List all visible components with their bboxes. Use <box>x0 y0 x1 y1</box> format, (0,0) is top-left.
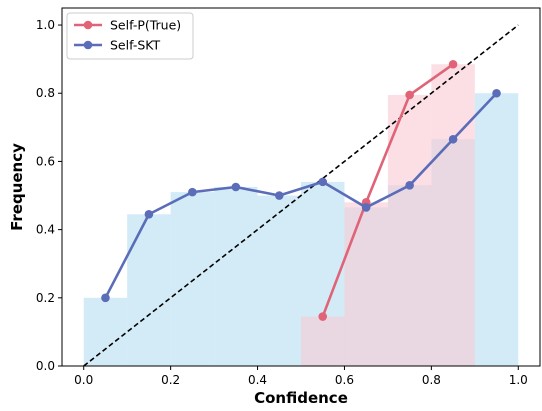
plot-frame <box>61 7 541 367</box>
perfect-calibration-line <box>83 24 519 367</box>
self-skt-point-1 <box>144 209 154 219</box>
self-ptrue-bar-3 <box>431 64 475 366</box>
self-ptrue-legend-label: Self-P(True) <box>110 18 181 33</box>
y-axis-title: Frequency <box>8 143 26 231</box>
self-ptrue-point-0 <box>318 312 328 321</box>
self-skt-point-9 <box>492 88 501 98</box>
self-skt-point-0 <box>101 293 110 303</box>
self-ptrue-line <box>321 63 454 318</box>
self-skt-bar-0 <box>83 297 128 366</box>
x-tick-label-2: 0.4 <box>248 373 267 387</box>
x-tick-label-4: 0.8 <box>422 373 441 387</box>
y-tick-label-1: 0.2 <box>36 291 55 305</box>
y-tick-label-0: 0.0 <box>36 359 55 373</box>
self-skt-point-6 <box>361 203 371 212</box>
self-ptrue-bar-1 <box>344 202 388 366</box>
x-axis-title: Confidence <box>254 389 348 407</box>
legend: Self-P(True) Self-SKT <box>66 12 194 60</box>
y-tick-label-3: 0.6 <box>36 154 55 168</box>
diagonal-layer <box>83 24 519 367</box>
y-tick-label-2: 0.4 <box>36 223 55 237</box>
self-skt-bar-3 <box>214 187 258 366</box>
self-ptrue-bar-0 <box>301 316 345 366</box>
self-skt-legend-marker <box>83 40 93 50</box>
x-tick-label-0: 0.0 <box>74 373 93 387</box>
y-tick-label-4: 0.8 <box>36 86 55 100</box>
self-ptrue-point-2 <box>405 90 414 100</box>
self-ptrue-bars <box>301 64 475 366</box>
self-ptrue-bar-2 <box>387 94 432 366</box>
self-skt-point-5 <box>318 177 328 187</box>
self-skt-point-7 <box>405 180 414 190</box>
x-tick-label-3: 0.6 <box>335 373 354 387</box>
self-skt-point-3 <box>231 182 241 192</box>
self-skt-legend-label: Self-SKT <box>110 38 160 53</box>
self-skt-point-8 <box>448 134 458 144</box>
axes-layer: 0.0 0.2 0.4 0.6 0.8 1.0 0.0 0.2 0.4 0.6 0.8 1.0 <box>36 7 541 387</box>
self-skt-point-4 <box>274 191 284 200</box>
self-skt-bar-9 <box>474 93 519 366</box>
x-tick-label-1: 0.2 <box>161 373 180 387</box>
self-ptrue-legend-marker <box>83 20 93 30</box>
self-skt-bar-1 <box>127 214 171 366</box>
self-skt-line <box>104 92 498 299</box>
series-lines-layer <box>101 59 501 321</box>
self-skt-bar-4 <box>257 195 301 366</box>
self-ptrue-point-3 <box>448 59 458 69</box>
x-tick-label-5: 1.0 <box>509 373 528 387</box>
y-tick-label-5: 1.0 <box>36 18 55 32</box>
self-skt-bar-2 <box>170 192 215 366</box>
self-skt-point-2 <box>188 187 197 197</box>
